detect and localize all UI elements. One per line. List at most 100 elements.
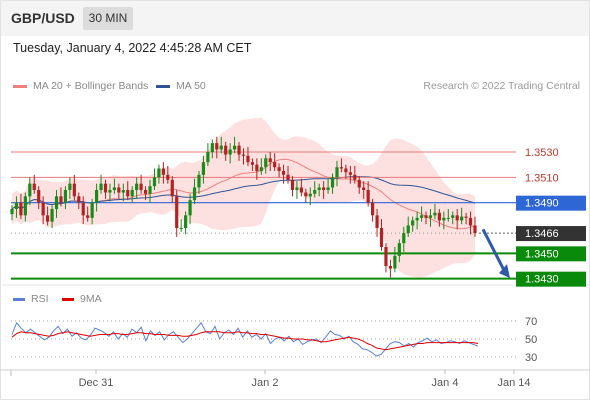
candle-body: [148, 186, 152, 194]
legend-bollinger: MA 20 + Bollinger Bands: [13, 80, 148, 92]
candle-body: [335, 167, 339, 178]
candle-body: [344, 168, 348, 173]
candle-body: [379, 228, 384, 247]
candle-body: [59, 196, 63, 203]
x-tick-label: Jan 2: [252, 377, 279, 389]
candle-body: [277, 167, 281, 171]
level-tag: [516, 195, 586, 211]
x-tick-label: Jan 14: [497, 377, 530, 389]
candle-body: [322, 187, 326, 190]
datetime-label: Tuesday, January 4, 2022 4:45:28 AM CET: [13, 41, 252, 55]
candle-body: [339, 167, 344, 169]
candle-body: [139, 183, 143, 190]
forecast-arrow-icon: [499, 264, 510, 279]
candle-body: [424, 215, 428, 218]
candle-body: [219, 145, 223, 150]
candle-body: [184, 215, 188, 228]
candle-body: [384, 247, 388, 266]
price-level-support: 1.3430: [11, 271, 586, 287]
level-label: 1.3430: [525, 274, 559, 286]
candle-body: [94, 190, 99, 203]
legend-label: RSI: [31, 293, 49, 305]
candle-body: [451, 215, 455, 218]
candle-body: [406, 225, 410, 234]
candle-body: [112, 187, 116, 190]
candle-body: [250, 162, 255, 165]
candle-body: [326, 187, 330, 190]
candle-body: [353, 174, 357, 180]
candle-body: [197, 174, 201, 188]
price-level-resistance: 1.3510: [11, 172, 559, 184]
candle-body: [206, 152, 210, 163]
candle-body: [192, 187, 197, 201]
candle-body: [464, 216, 468, 218]
candle-body: [460, 216, 464, 221]
candle-body: [357, 179, 361, 188]
legend-label: 9MA: [80, 293, 102, 305]
candle-body: [402, 233, 406, 244]
candle-body: [210, 143, 214, 152]
candle-body: [63, 190, 68, 203]
candle-body: [10, 209, 14, 215]
legend-rsi: RSI: [13, 293, 49, 305]
rsi-level-label: 30: [525, 352, 537, 364]
candle-body: [393, 255, 397, 269]
candle-body: [152, 177, 157, 187]
candle-body: [99, 183, 103, 190]
candle-body: [268, 158, 272, 163]
candle-body: [304, 192, 308, 197]
candle-body: [255, 164, 259, 171]
candle-body: [264, 158, 268, 168]
candle-body: [411, 220, 415, 226]
candle-body: [121, 190, 125, 193]
level-label: 1.3510: [525, 172, 559, 184]
legend-swatch-icon: [62, 297, 74, 301]
bollinger-bands: [12, 117, 475, 278]
candle-body: [308, 193, 312, 197]
candle-body: [143, 190, 148, 194]
candle-body: [442, 217, 446, 221]
interval-button[interactable]: 30 MIN: [83, 7, 133, 30]
legend-swatch-icon: [13, 297, 25, 301]
symbol-title: GBP/USD: [11, 10, 75, 26]
candle-body: [117, 187, 121, 193]
candle-body: [201, 162, 206, 175]
candle-body: [161, 168, 165, 175]
candle-body: [72, 183, 76, 197]
x-tick-label: Dec 31: [79, 377, 114, 389]
candle-body: [32, 183, 36, 190]
candle-body: [388, 266, 393, 269]
research-credit: Research © 2022 Trading Central: [423, 80, 580, 92]
level-tag: [516, 246, 586, 262]
candle-body: [28, 183, 32, 197]
legend-swatch-icon: [13, 84, 27, 88]
candle-body: [237, 145, 241, 155]
candle-body: [232, 145, 237, 150]
rsi-line: [11, 321, 479, 357]
legend-9ma: 9MA: [62, 293, 102, 305]
candle-body: [46, 215, 50, 222]
level-label: 1.3530: [525, 147, 559, 159]
candle-body: [313, 190, 317, 194]
candle-body: [419, 215, 424, 218]
legend-ma50: MA 50: [156, 80, 206, 92]
candle-body: [103, 183, 108, 193]
candle-body: [446, 217, 450, 219]
candle-body: [130, 190, 134, 197]
candle-body: [188, 200, 192, 216]
candle-body: [90, 202, 94, 218]
candle-body: [428, 215, 433, 218]
forecast-arrow-shaft: [481, 228, 506, 271]
candle-body: [41, 202, 45, 216]
candle-body: [81, 202, 85, 216]
candle-body: [166, 174, 170, 180]
candle-body: [77, 196, 81, 203]
candle-body: [295, 187, 299, 190]
level-tag: [516, 271, 586, 287]
candle-body: [50, 209, 54, 222]
candle-body: [135, 183, 139, 190]
candle-body: [259, 167, 263, 171]
candle-body: [108, 190, 112, 193]
rsi-level-label: 50: [525, 334, 537, 346]
candle-body: [179, 228, 183, 229]
